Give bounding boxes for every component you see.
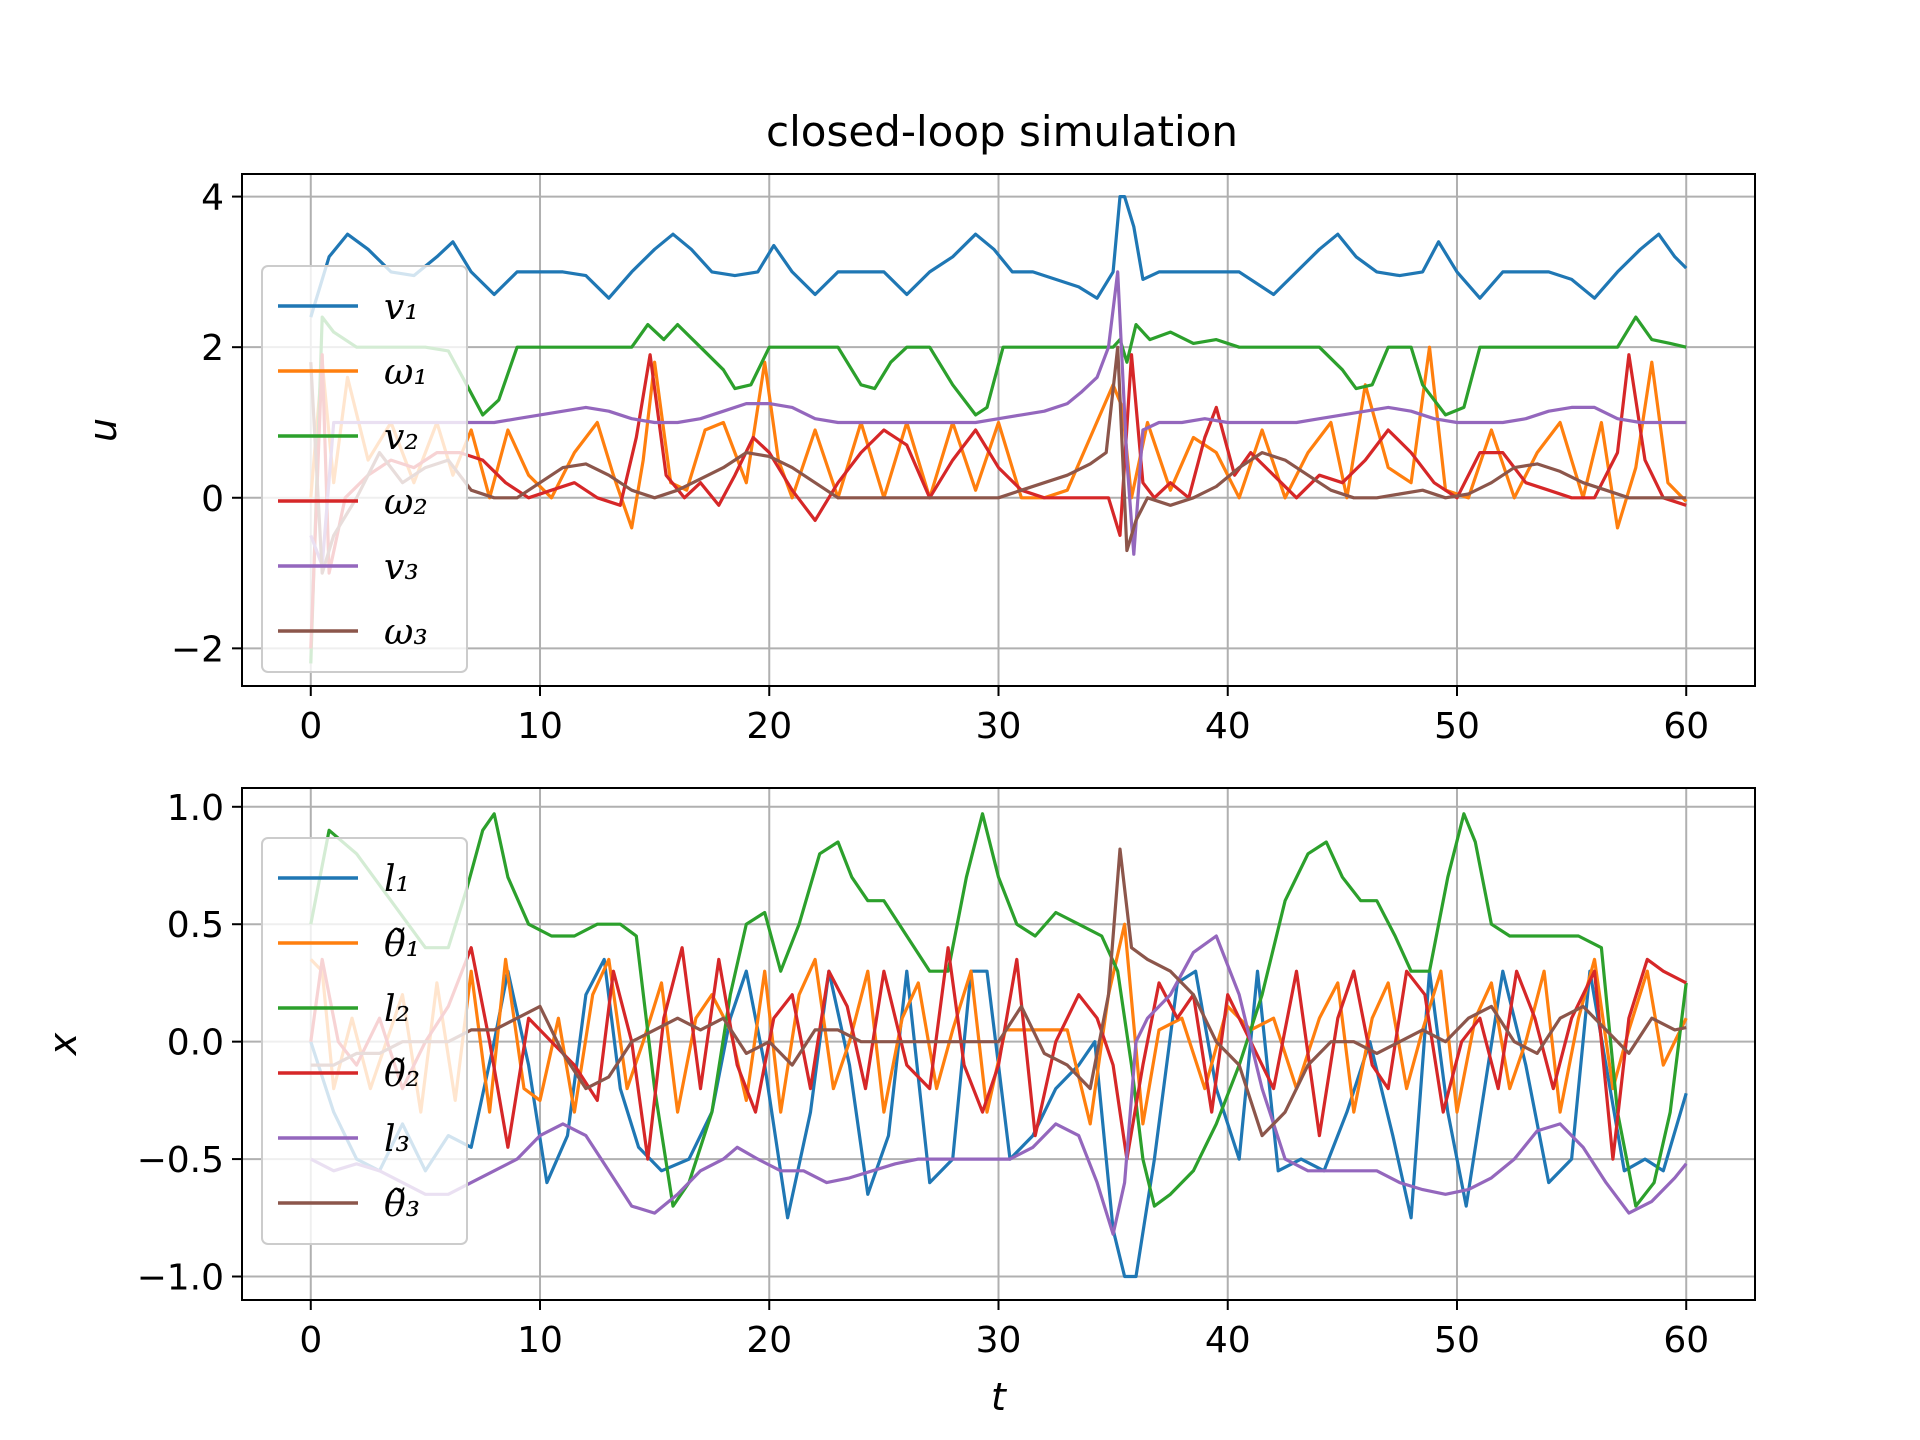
bottom-y-tick-label: 0.0 <box>167 1023 224 1064</box>
bottom-panel-x-label: t <box>991 1375 1008 1419</box>
bottom-x-tick-label: 40 <box>1205 1320 1251 1361</box>
top-x-tick-label: 10 <box>517 706 563 747</box>
bottom-series-line-6 <box>310 847 1687 1138</box>
top-legend-box <box>261 265 468 673</box>
top-series-line-4 <box>309 353 1687 649</box>
top-x-tick-label: 60 <box>1663 706 1709 747</box>
bottom-panel-series <box>309 812 1688 1279</box>
bottom-x-tick-label: 50 <box>1434 1320 1480 1361</box>
top-legend-label: ω₃ <box>384 612 428 653</box>
top-x-tick-label: 0 <box>299 706 322 747</box>
bottom-series-line-4 <box>309 946 1687 1161</box>
bottom-legend-label: l₃ <box>384 1119 410 1160</box>
bottom-series-line-3 <box>309 812 1688 1208</box>
top-series-line-6 <box>309 345 1687 575</box>
top-series-line-2 <box>309 345 1688 530</box>
top-x-tick-label: 40 <box>1205 706 1251 747</box>
bottom-y-tick-label: 1.0 <box>167 788 224 829</box>
top-legend-label: ω₁ <box>384 352 428 393</box>
bottom-panel-y-label: x <box>41 1032 85 1056</box>
bottom-panel-x-ticks: 0 10 20 30 40 50 60 <box>299 1300 1709 1361</box>
top-series-line-1 <box>309 195 1688 318</box>
top-panel-y-ticks: −2 0 2 4 <box>171 178 242 670</box>
top-y-tick-label: 4 <box>201 178 224 219</box>
bottom-legend-label: l₂ <box>384 989 410 1030</box>
top-x-tick-label: 30 <box>976 706 1022 747</box>
bottom-panel-x: 0 10 20 30 40 50 60 −1.0 −0.5 0.0 0.5 1.0 x t l₁ θ̃… <box>41 787 1756 1419</box>
bottom-x-tick-label: 20 <box>746 1320 792 1361</box>
bottom-y-tick-label: 0.5 <box>167 905 224 946</box>
top-panel-legend: v₁ ω₁ v₂ ω₂ v₃ ω₃ <box>261 265 468 673</box>
chart-title: closed-loop simulation <box>766 107 1238 156</box>
top-y-tick-label: −2 <box>171 629 224 670</box>
bottom-x-tick-label: 60 <box>1663 1320 1709 1361</box>
bottom-legend-label: θ̃₂ <box>384 1054 420 1095</box>
top-legend-label: v₃ <box>384 547 419 588</box>
top-panel-y-label: u <box>81 418 125 442</box>
top-y-tick-label: 2 <box>201 328 224 369</box>
bottom-x-tick-label: 0 <box>299 1320 322 1361</box>
top-x-tick-label: 20 <box>746 706 792 747</box>
top-legend-label: ω₂ <box>384 482 428 523</box>
top-panel-u: 0 10 20 30 40 50 60 −2 0 2 4 u v₁ ω₁ v₂ ω₂ v₃ ω₃ <box>81 173 1756 747</box>
top-legend-label: v₂ <box>384 417 419 458</box>
bottom-panel-y-ticks: −1.0 −0.5 0.0 0.5 1.0 <box>137 788 242 1299</box>
top-panel-series <box>309 195 1688 664</box>
bottom-x-tick-label: 10 <box>517 1320 563 1361</box>
top-series-line-3 <box>309 315 1687 664</box>
bottom-legend-label: θ̃₁ <box>384 924 420 965</box>
top-y-tick-label: 0 <box>201 479 224 520</box>
bottom-legend-box <box>261 837 468 1245</box>
top-x-tick-label: 50 <box>1434 706 1480 747</box>
bottom-x-tick-label: 30 <box>976 1320 1022 1361</box>
bottom-y-tick-label: −0.5 <box>137 1140 224 1181</box>
bottom-series-line-5 <box>310 934 1688 1236</box>
bottom-y-tick-label: −1.0 <box>137 1258 224 1299</box>
top-series-line-5 <box>309 270 1687 568</box>
top-legend-label: v₁ <box>384 287 419 328</box>
bottom-panel-legend: l₁ θ̃₁ l₂ θ̃₂ l₃ θ̃₃ <box>261 837 468 1245</box>
top-panel-x-ticks: 0 10 20 30 40 50 60 <box>299 686 1709 747</box>
bottom-legend-label: l₁ <box>384 859 410 900</box>
bottom-legend-label: θ̃₃ <box>384 1184 420 1225</box>
